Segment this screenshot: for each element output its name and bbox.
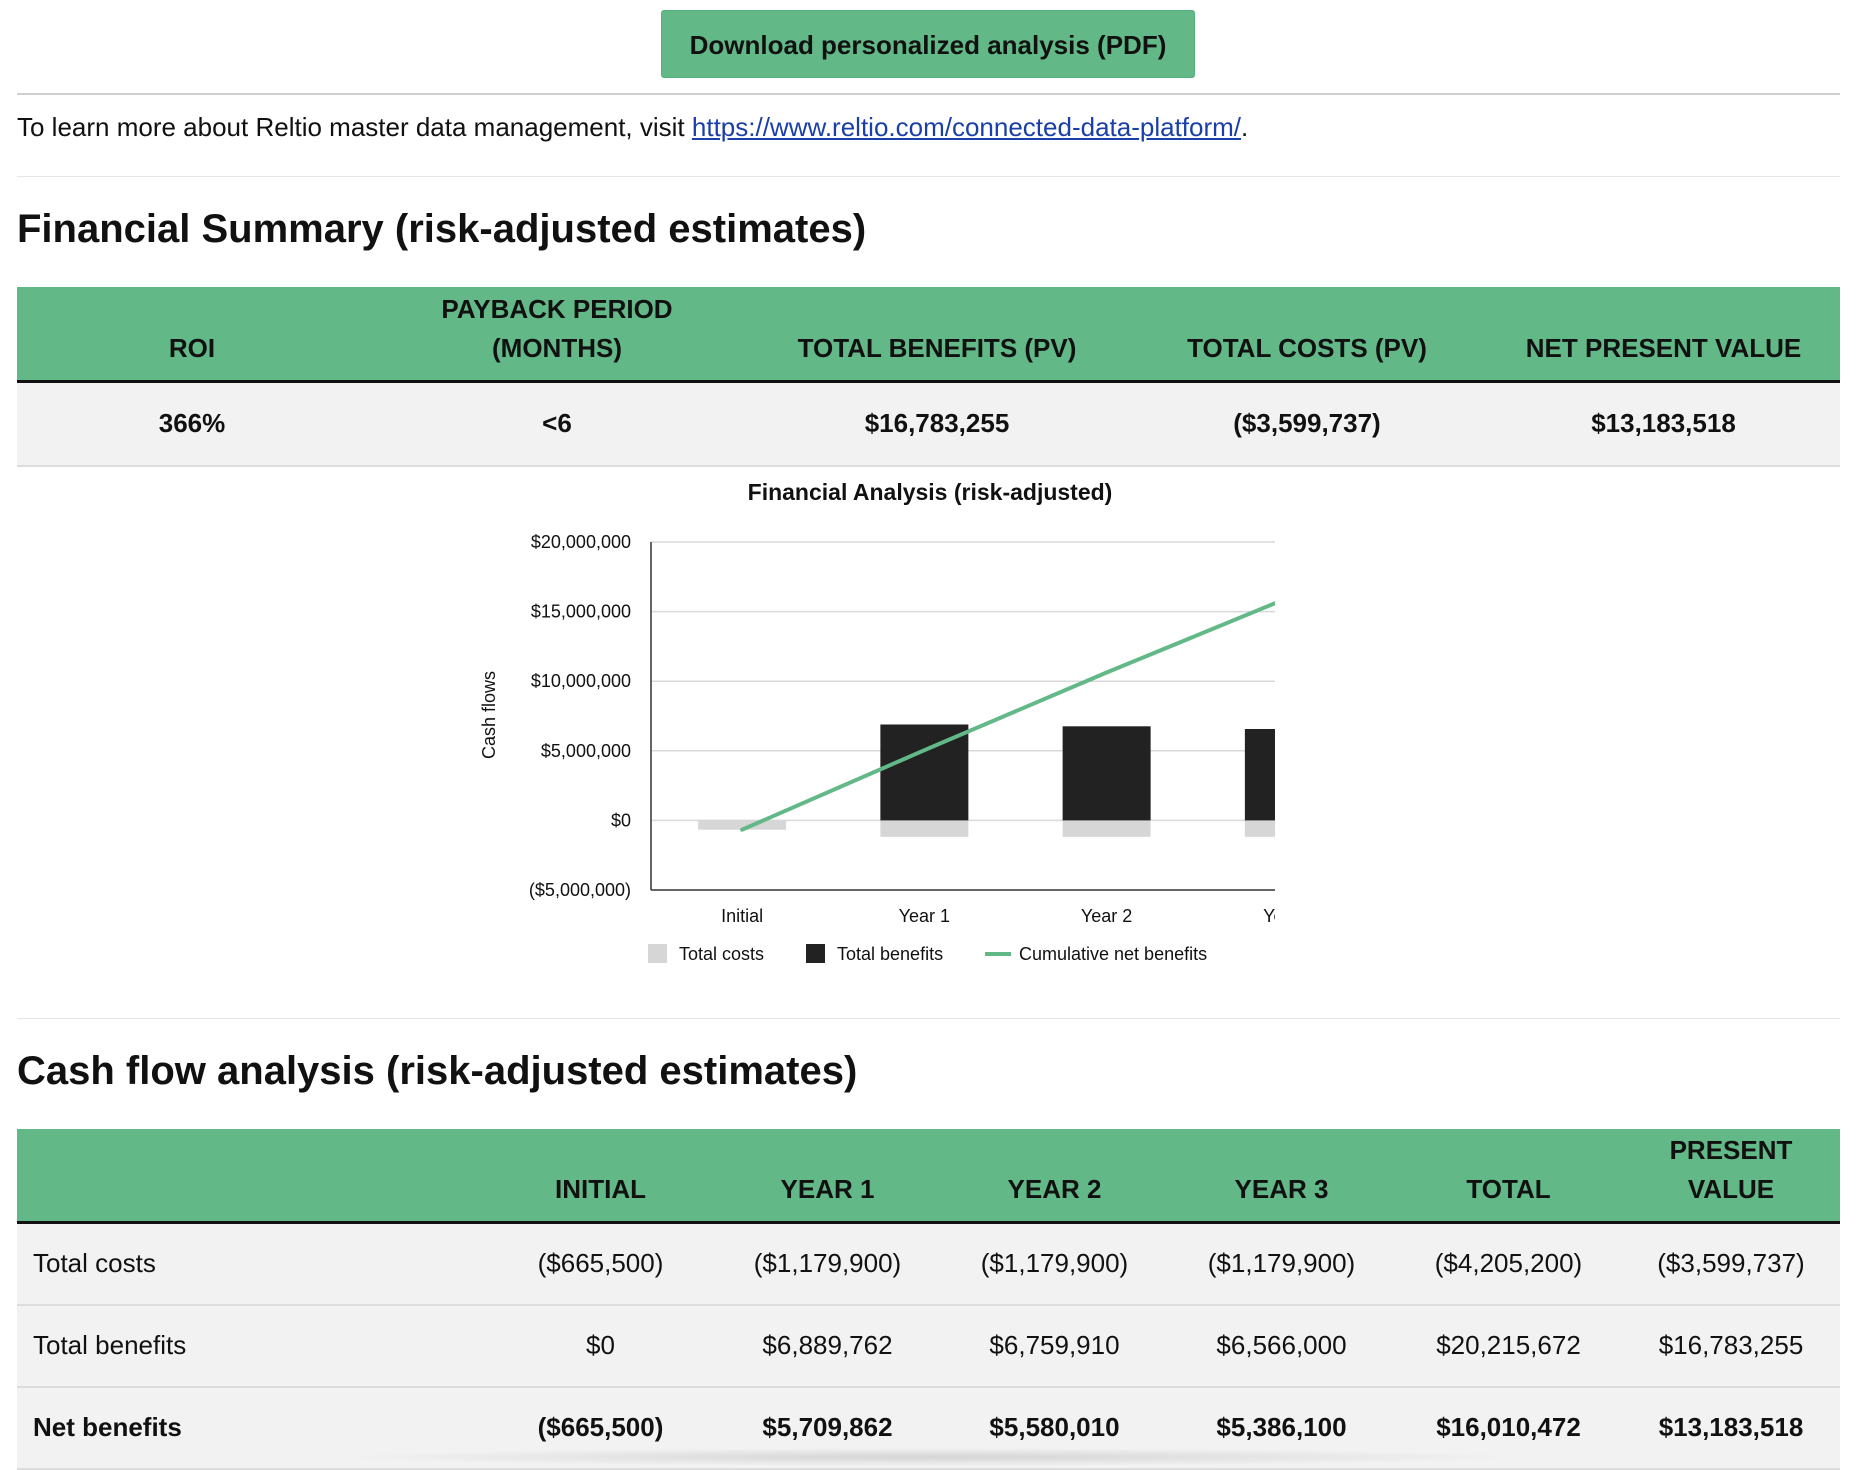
header-payback: PAYBACK PERIOD (MONTHS) bbox=[367, 287, 747, 383]
divider bbox=[17, 176, 1840, 177]
header-total-benefits: TOTAL BENEFITS (PV) bbox=[747, 287, 1127, 383]
table-header-row: INITIAL YEAR 1 YEAR 2 YEAR 3 TOTAL PRESE… bbox=[17, 1129, 1840, 1224]
download-pdf-button[interactable]: Download personalized analysis (PDF) bbox=[660, 10, 1196, 78]
chart-line bbox=[740, 595, 1291, 832]
financial-summary-table: ROI PAYBACK PERIOD (MONTHS) TOTAL BENEFI… bbox=[17, 287, 1840, 467]
roi-value: 366% bbox=[17, 381, 367, 467]
cell-year3: ($1,179,900) bbox=[1168, 1222, 1395, 1306]
cell-year2: $6,759,910 bbox=[941, 1304, 1168, 1388]
header-pv-line1: PRESENT bbox=[1669, 1134, 1793, 1165]
x-tick-label: Year 1 bbox=[899, 906, 950, 926]
learn-more-text: To learn more about Reltio master data m… bbox=[17, 112, 1248, 143]
y-tick-label: ($5,000,000) bbox=[529, 880, 631, 900]
table-header-row: ROI PAYBACK PERIOD (MONTHS) TOTAL BENEFI… bbox=[17, 287, 1840, 383]
cell-present-value: $16,783,255 bbox=[1622, 1304, 1840, 1388]
cell-total: $20,215,672 bbox=[1395, 1304, 1622, 1388]
legend-swatch bbox=[648, 944, 667, 963]
cell-year3: $6,566,000 bbox=[1168, 1304, 1395, 1388]
financial-analysis-chart: Financial Analysis (risk-adjusted) Cash … bbox=[455, 470, 1380, 995]
cell-year1: $6,889,762 bbox=[714, 1304, 941, 1388]
cell-total: $16,010,472 bbox=[1395, 1386, 1622, 1470]
header-initial: INITIAL bbox=[487, 1129, 714, 1224]
divider bbox=[17, 93, 1840, 95]
bar bbox=[880, 820, 969, 837]
cash-flow-table: INITIAL YEAR 1 YEAR 2 YEAR 3 TOTAL PRESE… bbox=[17, 1129, 1840, 1470]
legend-swatch bbox=[806, 944, 825, 963]
total-costs-value: ($3,599,737) bbox=[1127, 381, 1487, 467]
y-tick-label: $10,000,000 bbox=[531, 671, 631, 691]
y-tick-label: $15,000,000 bbox=[531, 602, 631, 622]
cell-year1: ($1,179,900) bbox=[714, 1222, 941, 1306]
cell-initial: ($665,500) bbox=[487, 1222, 714, 1306]
table-row-total-benefits: Total benefits $0 $6,889,762 $6,759,910 … bbox=[17, 1304, 1840, 1388]
download-area: Download personalized analysis (PDF) bbox=[0, 10, 1856, 78]
header-total: TOTAL bbox=[1395, 1129, 1622, 1224]
financial-summary-title: Financial Summary (risk-adjusted estimat… bbox=[17, 207, 867, 251]
chart-svg: Financial Analysis (risk-adjusted) Cash … bbox=[479, 479, 1380, 964]
table-row-net-benefits: Net benefits ($665,500) $5,709,862 $5,58… bbox=[17, 1386, 1840, 1470]
cell-total: ($4,205,200) bbox=[1395, 1222, 1622, 1306]
bar bbox=[1062, 820, 1151, 837]
learn-more-suffix: . bbox=[1241, 112, 1249, 142]
table-row-total-costs: Total costs ($665,500) ($1,179,900) ($1,… bbox=[17, 1222, 1840, 1306]
header-roi: ROI bbox=[17, 287, 367, 383]
cell-initial: $0 bbox=[487, 1304, 714, 1388]
cell-year1: $5,709,862 bbox=[714, 1386, 941, 1470]
y-tick-label: $0 bbox=[611, 810, 631, 830]
header-year3: YEAR 3 bbox=[1168, 1129, 1395, 1224]
cash-flow-title: Cash flow analysis (risk-adjusted estima… bbox=[17, 1049, 858, 1093]
npv-value: $13,183,518 bbox=[1487, 381, 1840, 467]
learn-more-prefix: To learn more about Reltio master data m… bbox=[17, 112, 692, 142]
bar bbox=[1062, 726, 1151, 821]
bar bbox=[1244, 820, 1333, 837]
total-benefits-value: $16,783,255 bbox=[747, 381, 1127, 467]
legend-label: Cumulative net benefits bbox=[1019, 944, 1207, 964]
bar bbox=[880, 724, 969, 821]
divider bbox=[17, 1018, 1840, 1019]
series-line bbox=[740, 595, 1291, 832]
cell-initial: ($665,500) bbox=[487, 1386, 714, 1470]
header-npv: NET PRESENT VALUE bbox=[1487, 287, 1840, 383]
header-pv-line2: VALUE bbox=[1687, 1173, 1775, 1204]
legend-label: Total benefits bbox=[837, 944, 943, 964]
x-tick-label: Initial bbox=[721, 906, 763, 926]
header-year2: YEAR 2 bbox=[941, 1129, 1168, 1224]
bar bbox=[1244, 729, 1333, 821]
chart-y-axis-label: Cash flows bbox=[479, 671, 499, 759]
x-tick-label: Year 2 bbox=[1081, 906, 1132, 926]
row-label: Total benefits bbox=[17, 1304, 487, 1388]
cell-present-value: ($3,599,737) bbox=[1622, 1222, 1840, 1306]
header-year1: YEAR 1 bbox=[714, 1129, 941, 1224]
chart-legend: Total costs Total benefits Cumulative net … bbox=[648, 944, 1207, 964]
header-present-value: PRESENT VALUE bbox=[1622, 1129, 1840, 1224]
bar bbox=[698, 820, 787, 830]
x-tick-label: Year 3 bbox=[1263, 906, 1275, 926]
bottom-shadow bbox=[330, 1448, 1530, 1466]
row-label: Net benefits bbox=[17, 1386, 487, 1470]
row-label: Total costs bbox=[17, 1222, 487, 1306]
learn-more-link[interactable]: https://www.reltio.com/connected-data-pl… bbox=[691, 112, 1242, 142]
legend-label: Total costs bbox=[679, 944, 764, 964]
table-row: 366% <6 $16,783,255 ($3,599,737) $13,183… bbox=[17, 381, 1840, 467]
y-tick-label: $20,000,000 bbox=[531, 532, 631, 552]
y-tick-label: $5,000,000 bbox=[541, 741, 631, 761]
chart-title: Financial Analysis (risk-adjusted) bbox=[748, 479, 1113, 505]
header-row-label bbox=[17, 1129, 487, 1224]
header-total-costs: TOTAL COSTS (PV) bbox=[1127, 287, 1487, 383]
cell-year3: $5,386,100 bbox=[1168, 1386, 1395, 1470]
header-payback-line2: (MONTHS) bbox=[492, 332, 622, 363]
payback-value: <6 bbox=[367, 381, 747, 467]
cell-present-value: $13,183,518 bbox=[1622, 1386, 1840, 1470]
cell-year2: ($1,179,900) bbox=[941, 1222, 1168, 1306]
header-payback-line1: PAYBACK PERIOD bbox=[441, 293, 673, 324]
